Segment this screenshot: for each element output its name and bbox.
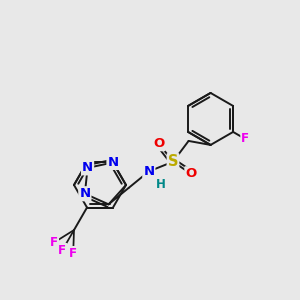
Text: N: N xyxy=(82,161,93,174)
Text: N: N xyxy=(143,165,155,178)
Text: F: F xyxy=(241,132,249,146)
Text: F: F xyxy=(50,236,58,249)
Text: H: H xyxy=(156,178,166,191)
Text: N: N xyxy=(79,187,90,200)
Text: S: S xyxy=(168,154,178,169)
Text: F: F xyxy=(69,247,77,260)
Text: F: F xyxy=(58,244,66,257)
Text: N: N xyxy=(107,156,118,169)
Text: O: O xyxy=(185,167,197,180)
Text: O: O xyxy=(153,137,165,150)
